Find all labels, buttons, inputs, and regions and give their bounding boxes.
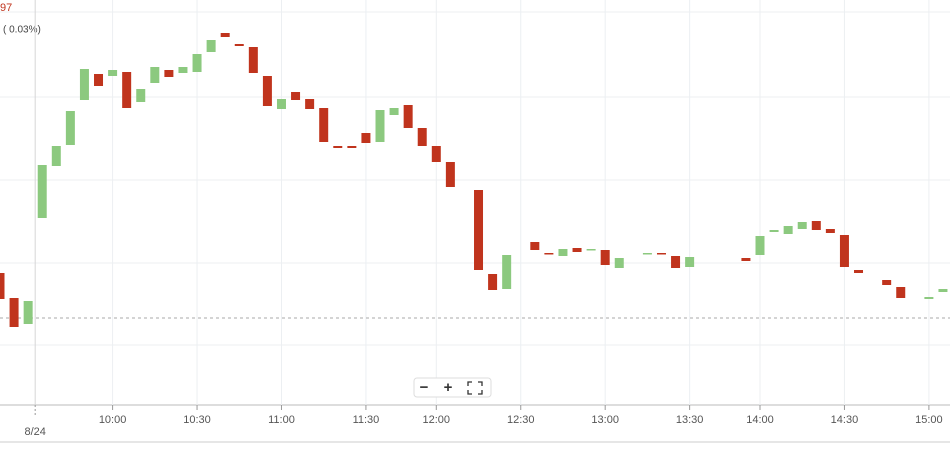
candle-body xyxy=(924,297,934,299)
candle-body xyxy=(333,146,343,148)
candle-body xyxy=(122,72,132,108)
candle-body xyxy=(502,255,512,289)
candle-body xyxy=(938,289,948,292)
candle-body xyxy=(375,110,385,142)
candle-body xyxy=(882,280,892,285)
candle-body xyxy=(178,67,188,73)
change-label: ( 0.03%) xyxy=(3,25,41,36)
candle-body xyxy=(389,108,399,115)
x-tick-label: 13:00 xyxy=(591,414,619,426)
candle-body xyxy=(305,99,315,109)
candle-body xyxy=(108,70,118,76)
candle-body xyxy=(361,133,371,143)
candle-body xyxy=(220,33,230,37)
candle-body xyxy=(403,105,413,128)
candle-body xyxy=(417,128,427,146)
candle-body xyxy=(572,248,582,252)
candle-body xyxy=(0,273,5,299)
price-fragment: 97 xyxy=(0,2,12,14)
candle-body xyxy=(136,89,146,102)
zoom-in-button[interactable]: + xyxy=(444,379,453,396)
candle-body xyxy=(488,274,498,290)
x-tick-label: 15:00 xyxy=(915,414,943,426)
candle-body xyxy=(51,146,61,166)
x-tick-label: 12:00 xyxy=(423,414,451,426)
candle-body xyxy=(839,235,849,267)
candle-body xyxy=(431,146,441,162)
candle-body xyxy=(206,40,216,52)
candle-body xyxy=(614,258,624,268)
candle-body xyxy=(544,253,554,255)
candle-body xyxy=(65,111,75,145)
candle-body xyxy=(854,270,864,273)
candle-body xyxy=(192,54,202,72)
candle-body xyxy=(783,226,793,234)
x-tick-label: 8/24 xyxy=(24,426,45,438)
x-tick-label: 14:00 xyxy=(746,414,774,426)
candle-body xyxy=(656,253,666,255)
candle-body xyxy=(797,222,807,229)
candle-body xyxy=(9,298,19,327)
candle-body xyxy=(769,230,779,232)
x-tick-label: 11:00 xyxy=(268,414,295,426)
x-tick-label: 12:30 xyxy=(507,414,535,426)
candle-body xyxy=(671,256,681,268)
x-tick-label: 13:30 xyxy=(676,414,704,426)
candle-body xyxy=(741,258,751,261)
candle-body xyxy=(291,92,301,100)
candle-body xyxy=(586,249,596,251)
zoom-panel xyxy=(413,377,492,398)
candle-body xyxy=(37,165,47,218)
candle-body xyxy=(825,229,835,233)
candle-body xyxy=(79,69,89,100)
candle-body xyxy=(755,236,765,255)
candle-body xyxy=(685,257,695,267)
candle-body xyxy=(164,70,174,77)
candle-body xyxy=(600,250,610,265)
candle-body xyxy=(811,221,821,230)
horizontal-grid xyxy=(0,11,950,346)
candle-body xyxy=(262,76,272,106)
candle-body xyxy=(474,190,484,270)
candle-body xyxy=(896,287,906,298)
candle-body xyxy=(642,253,652,255)
candle-body xyxy=(276,99,286,109)
candle-body xyxy=(558,249,568,256)
candle-body xyxy=(347,146,357,148)
candle-body xyxy=(445,162,455,187)
candle-body xyxy=(23,301,33,324)
candle-body xyxy=(319,108,329,142)
x-tick-label: 14:30 xyxy=(831,414,859,426)
candle-body xyxy=(530,242,540,250)
zoom-out-button[interactable]: − xyxy=(420,379,429,396)
candle-body xyxy=(94,74,104,86)
zoom-control: − + xyxy=(413,377,492,398)
candle-body xyxy=(150,67,160,83)
fullscreen-button[interactable] xyxy=(467,381,483,395)
x-tick-label: 11:30 xyxy=(353,414,380,426)
x-tick-label: 10:00 xyxy=(99,414,127,426)
candle-body xyxy=(234,44,244,46)
x-tick-label: 10:30 xyxy=(183,414,211,426)
candle-body xyxy=(248,47,258,73)
